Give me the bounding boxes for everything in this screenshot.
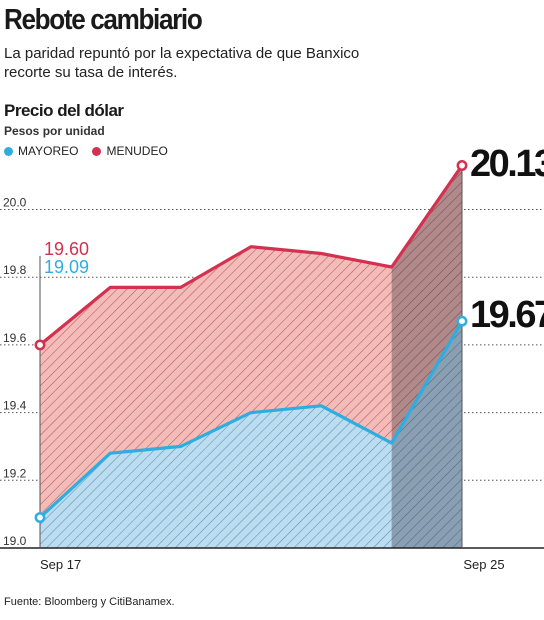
menudeo-area bbox=[40, 165, 462, 518]
data-point bbox=[34, 339, 46, 351]
data-label-mayoreo-end: 19.67 bbox=[470, 294, 544, 336]
data-label-mayoreo-start: 19.09 bbox=[44, 257, 89, 277]
x-tick-label: Sep 25 bbox=[463, 557, 504, 572]
legend-item-menudeo: MENUDEO bbox=[92, 144, 168, 158]
data-point bbox=[34, 512, 46, 523]
menudeo-line bbox=[38, 164, 464, 347]
y-tick-label: 19.8 bbox=[3, 263, 27, 277]
x-tick-label: Sep 17 bbox=[40, 557, 81, 572]
source-note: Fuente: Bloomberg y CitiBanamex. bbox=[4, 596, 175, 608]
highlight-region bbox=[391, 165, 462, 548]
legend-dot-menudeo bbox=[92, 146, 102, 156]
y-tick-label: 19.2 bbox=[3, 466, 27, 480]
y-tick-label: 20.0 bbox=[3, 196, 27, 210]
chart-units: Pesos por unidad bbox=[4, 124, 105, 138]
y-tick-label: 19.6 bbox=[3, 331, 27, 345]
legend-label-menudeo: MENUDEO bbox=[106, 144, 168, 158]
legend-item-mayoreo: MAYOREO bbox=[4, 144, 78, 158]
y-tick-label: 19.4 bbox=[3, 399, 27, 413]
legend-label-mayoreo: MAYOREO bbox=[18, 144, 79, 158]
chart-heading: Precio del dólar bbox=[4, 101, 124, 120]
chart-title: Rebote cambiario bbox=[4, 4, 203, 36]
y-tick-label: 19.0 bbox=[3, 534, 27, 548]
legend: MAYOREO MENUDEO bbox=[4, 144, 168, 158]
chart-subtitle: La paridad repuntó por la expectativa de… bbox=[4, 45, 360, 81]
data-label-menudeo-end: 20.13 bbox=[470, 143, 544, 185]
mayoreo-line bbox=[38, 320, 464, 519]
data-label-menudeo-start: 19.60 bbox=[44, 239, 89, 259]
data-point bbox=[456, 315, 468, 327]
legend-dot-mayoreo bbox=[4, 146, 13, 156]
mayoreo-area bbox=[40, 321, 462, 548]
data-point bbox=[456, 160, 468, 171]
